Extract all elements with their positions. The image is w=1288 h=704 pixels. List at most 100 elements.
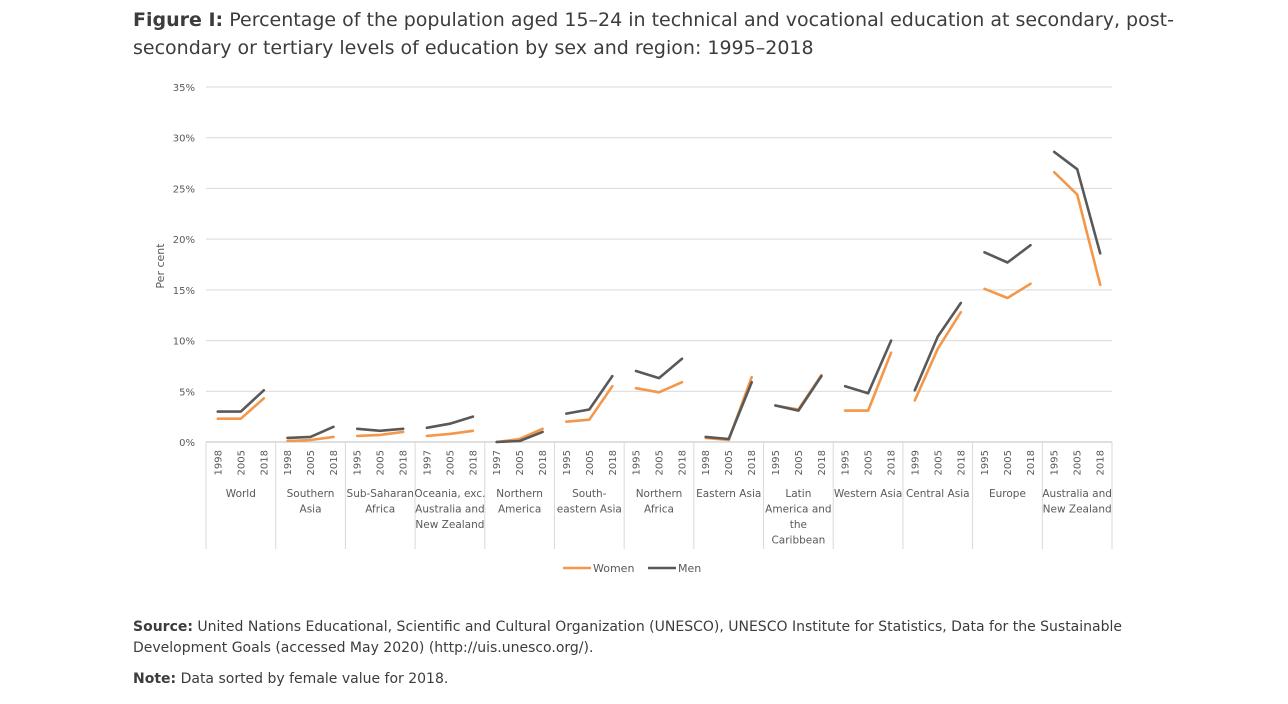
x-year-label: 2005 <box>933 450 944 475</box>
series-line-women <box>355 430 405 438</box>
series-line-women <box>634 380 684 394</box>
x-year-label: 2005 <box>1003 450 1014 475</box>
x-year-label: 2018 <box>956 450 967 475</box>
x-axis-region-labels: World Southern Asia Sub-Saharan Africa Oceani… <box>226 488 1112 547</box>
series-line-men <box>216 388 266 413</box>
y-tick-label: 5% <box>179 387 195 398</box>
legend: Women Men <box>563 562 701 575</box>
x-axis-year-labels: 1998 2005 2018 1998 2005 2018 1995 2005 2018 1997… <box>213 450 1106 475</box>
note-text: Data sorted by female value for 2018. <box>180 671 449 687</box>
series-lines <box>216 150 1102 444</box>
x-year-label: 2018 <box>259 450 270 475</box>
series-line-men <box>495 430 544 444</box>
x-year-label: 1998 <box>213 450 224 475</box>
x-year-label: 2005 <box>306 450 317 475</box>
y-axis-ticks: 0% 5% 10% 15% 20% 25% 30% 35% <box>173 83 195 449</box>
series-line-women <box>216 397 266 421</box>
x-year-label: 2005 <box>515 450 526 475</box>
figure-title: Figure I: Percentage of the population a… <box>133 6 1253 62</box>
x-region-label: South- <box>572 488 607 500</box>
x-region-label: Caribbean <box>771 535 825 547</box>
x-year-label: 2018 <box>1096 450 1107 475</box>
series-line-women <box>983 282 1032 300</box>
source-text: United Nations Educational, Scientific a… <box>133 619 1122 656</box>
y-tick-label: 25% <box>173 184 195 195</box>
x-region-label: the <box>790 519 807 531</box>
x-year-label: 1995 <box>1050 450 1061 475</box>
note-label: Note: <box>133 671 177 687</box>
x-year-label: 1995 <box>771 450 782 475</box>
x-year-label: 2005 <box>585 450 596 475</box>
series-line-men <box>1052 150 1102 255</box>
x-year-label: 2005 <box>724 450 735 475</box>
y-tick-label: 35% <box>173 83 195 94</box>
legend-label-men: Men <box>678 562 701 575</box>
series-line-men <box>634 357 684 380</box>
x-year-label: 1995 <box>562 450 573 475</box>
series-line-men <box>843 339 893 395</box>
x-region-label: Australia and <box>415 504 485 516</box>
x-year-label: 1998 <box>701 450 712 475</box>
x-region-label: Africa <box>365 504 395 516</box>
x-year-label: 1995 <box>841 450 852 475</box>
x-region-label: Northern <box>636 488 683 500</box>
x-year-label: 2018 <box>538 450 549 475</box>
x-region-label: Australia and <box>1042 488 1112 500</box>
x-year-label: 2018 <box>887 450 898 475</box>
group-separators <box>205 442 1113 549</box>
x-year-label: 2018 <box>817 450 828 475</box>
x-year-label: 2018 <box>468 450 479 475</box>
series-line-men <box>286 425 335 440</box>
series-line-men <box>704 380 754 441</box>
series-line-women <box>425 429 475 438</box>
x-year-label: 1999 <box>910 450 921 475</box>
legend-label-women: Women <box>593 562 634 575</box>
y-tick-label: 15% <box>173 286 195 297</box>
x-year-label: 2018 <box>747 450 758 475</box>
series-line-women <box>774 373 823 411</box>
series-line-women <box>1052 170 1102 287</box>
x-year-label: 2005 <box>794 450 805 475</box>
x-year-label: 2018 <box>399 450 410 475</box>
x-region-label: Central Asia <box>906 488 970 500</box>
series-line-men <box>913 301 963 392</box>
x-year-label: 2005 <box>1073 450 1084 475</box>
x-region-label: New Zealand <box>415 519 484 531</box>
x-year-label: 2018 <box>1026 450 1037 475</box>
x-year-label: 1995 <box>353 450 364 475</box>
x-region-label: Oceania, exc. <box>414 488 485 500</box>
series-line-women <box>564 384 614 424</box>
x-region-label: Eastern Asia <box>696 488 761 500</box>
x-region-label: eastern Asia <box>557 504 622 516</box>
x-region-label: Africa <box>644 504 674 516</box>
figure-title-text: Percentage of the population aged 15–24 … <box>133 9 1174 59</box>
x-region-label: Western Asia <box>834 488 902 500</box>
x-year-label: 1997 <box>422 450 433 475</box>
y-tick-label: 0% <box>179 438 195 449</box>
x-year-label: 1995 <box>632 450 643 475</box>
source-label: Source: <box>133 619 193 635</box>
x-year-label: 2005 <box>655 450 666 475</box>
line-chart: 0% 5% 10% 15% 20% 25% 30% 35% Per cent 1998 2005… <box>154 83 1113 575</box>
x-region-label: Latin <box>785 488 811 500</box>
x-region-label: America <box>498 504 541 516</box>
x-region-label: World <box>226 488 256 500</box>
series-line-women <box>913 310 963 402</box>
series-line-men <box>983 243 1032 264</box>
x-region-label: Asia <box>300 504 322 516</box>
series-line-women <box>286 435 335 443</box>
x-year-label: 2005 <box>236 450 247 475</box>
x-year-label: 2018 <box>329 450 340 475</box>
x-region-label: Southern <box>287 488 335 500</box>
series-line-men <box>564 374 614 415</box>
x-region-label: America and <box>765 504 831 516</box>
series-line-women <box>704 375 754 442</box>
series-line-women <box>843 351 893 412</box>
note: Note: Data sorted by female value for 20… <box>133 669 1133 690</box>
x-year-label: 1995 <box>980 450 991 475</box>
figure-label: Figure I: <box>133 9 224 31</box>
y-axis-label: Per cent <box>154 243 167 289</box>
gridlines <box>206 86 1112 443</box>
x-year-label: 1998 <box>283 450 294 475</box>
x-year-label: 2005 <box>376 450 387 475</box>
